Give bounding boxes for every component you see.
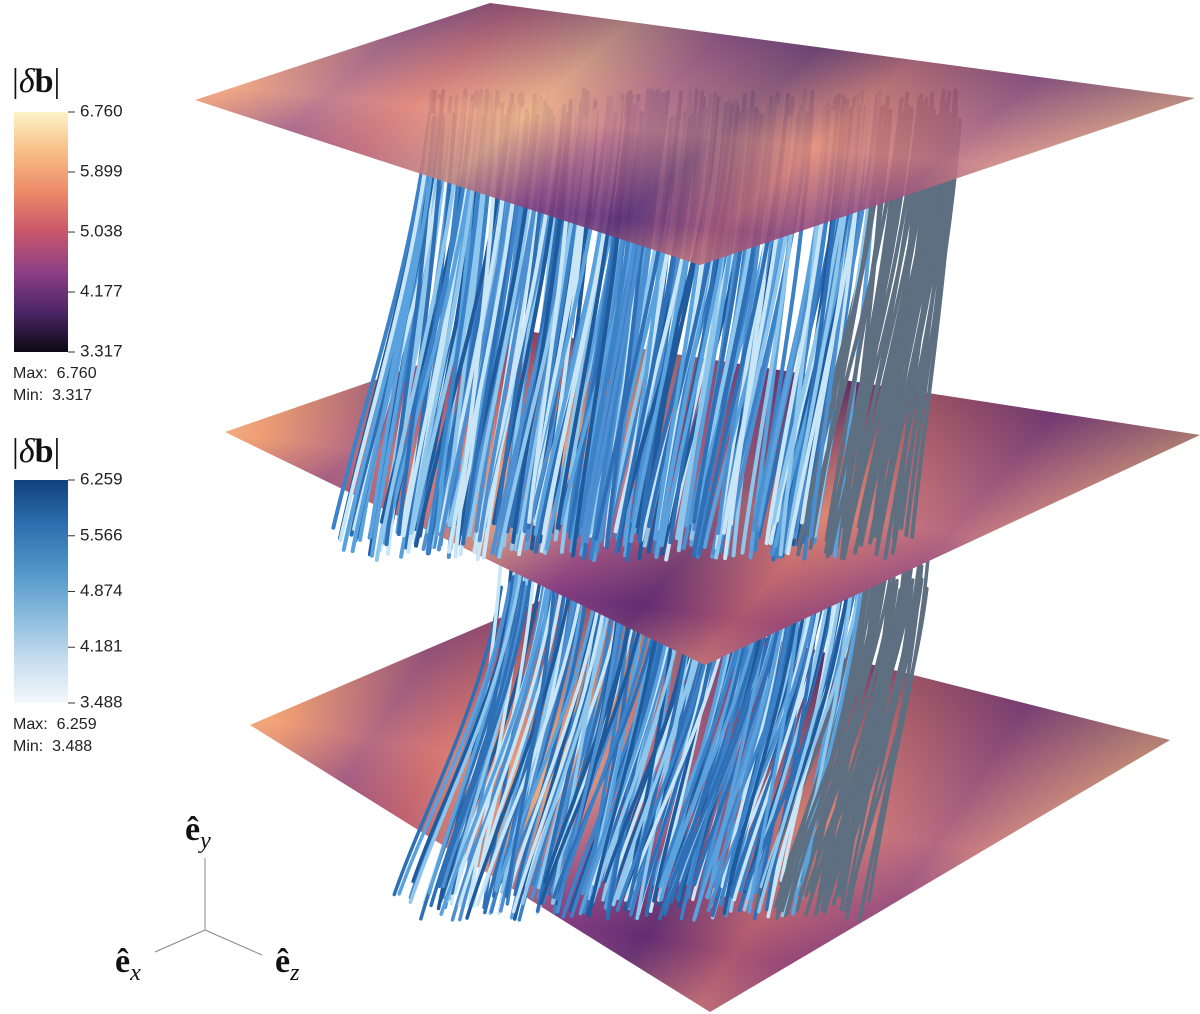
field-line <box>457 571 559 908</box>
field-line <box>494 573 602 893</box>
tick-label: 4.177 <box>80 282 123 301</box>
tick-label: 5.038 <box>80 222 123 241</box>
field-line <box>392 585 504 897</box>
field-line <box>475 575 586 907</box>
max-label: Max: 6.259 <box>13 716 97 733</box>
tick-label: 3.317 <box>80 341 123 360</box>
field-line <box>838 565 893 898</box>
colorbar-title: |δb| <box>12 63 60 100</box>
title-part: δ <box>19 433 36 470</box>
title-part: | <box>54 433 61 470</box>
field-line <box>438 577 542 904</box>
field-line <box>804 559 911 917</box>
field-line <box>507 565 607 894</box>
field-line <box>820 561 914 913</box>
axis-line <box>154 929 206 953</box>
field-line <box>756 569 845 914</box>
axis-sub: x <box>129 960 141 986</box>
axis-sub: z <box>289 960 300 986</box>
axis-hat: ê <box>115 943 130 980</box>
title-part: δ <box>19 63 36 100</box>
field-line <box>408 572 523 904</box>
field-line <box>350 117 440 554</box>
field-line <box>706 586 820 913</box>
tick-label: 4.874 <box>80 581 123 600</box>
field-line <box>511 573 611 914</box>
field-line <box>535 578 605 913</box>
field-line <box>513 560 593 897</box>
field-line <box>483 573 569 915</box>
axis-line <box>204 929 263 956</box>
scene <box>195 3 1200 1012</box>
tick-label: 4.181 <box>80 637 123 656</box>
axis-hat: ê <box>185 811 200 848</box>
field-line <box>439 582 549 916</box>
colorbar <box>14 112 68 352</box>
field-line <box>782 571 893 902</box>
min-label: Min: 3.317 <box>13 387 92 404</box>
tick-label: 5.566 <box>80 525 123 544</box>
field-line <box>331 110 433 530</box>
field-line <box>473 570 566 891</box>
colorbar-title: |δb| <box>12 433 60 470</box>
field-line <box>338 113 435 543</box>
field-line <box>747 583 803 914</box>
max-label: Max: 6.760 <box>13 365 97 382</box>
field-line <box>867 570 922 902</box>
axis-hat: ê <box>275 943 290 980</box>
field-line <box>732 580 825 902</box>
title-part: b <box>35 63 54 100</box>
title-part: | <box>12 63 19 100</box>
axis-label: êx <box>115 943 141 986</box>
field-line <box>504 574 557 898</box>
colorbar <box>14 480 68 703</box>
slice-shading <box>195 3 1195 265</box>
title-part: | <box>54 63 61 100</box>
tick-label: 6.760 <box>80 101 123 120</box>
field-line <box>795 576 887 912</box>
min-label: Min: 3.488 <box>13 738 92 755</box>
tick-label: 3.488 <box>80 692 123 711</box>
field-line <box>427 571 519 895</box>
title-part: | <box>12 433 19 470</box>
field-line <box>520 575 616 905</box>
field-line <box>822 583 922 915</box>
axes-triad: êy êx êz <box>115 811 300 986</box>
field-line <box>785 574 876 916</box>
axis-sub: y <box>198 828 211 854</box>
field-line <box>692 582 791 922</box>
field-line <box>437 579 532 889</box>
field-line <box>804 588 902 898</box>
field-line <box>844 584 914 920</box>
axis-label: êz <box>275 943 300 986</box>
field-line <box>465 565 576 920</box>
axis-label: êy <box>185 811 211 854</box>
tick-label: 5.899 <box>80 162 123 181</box>
tick-label: 6.259 <box>80 469 123 488</box>
title-part: b <box>35 433 54 470</box>
